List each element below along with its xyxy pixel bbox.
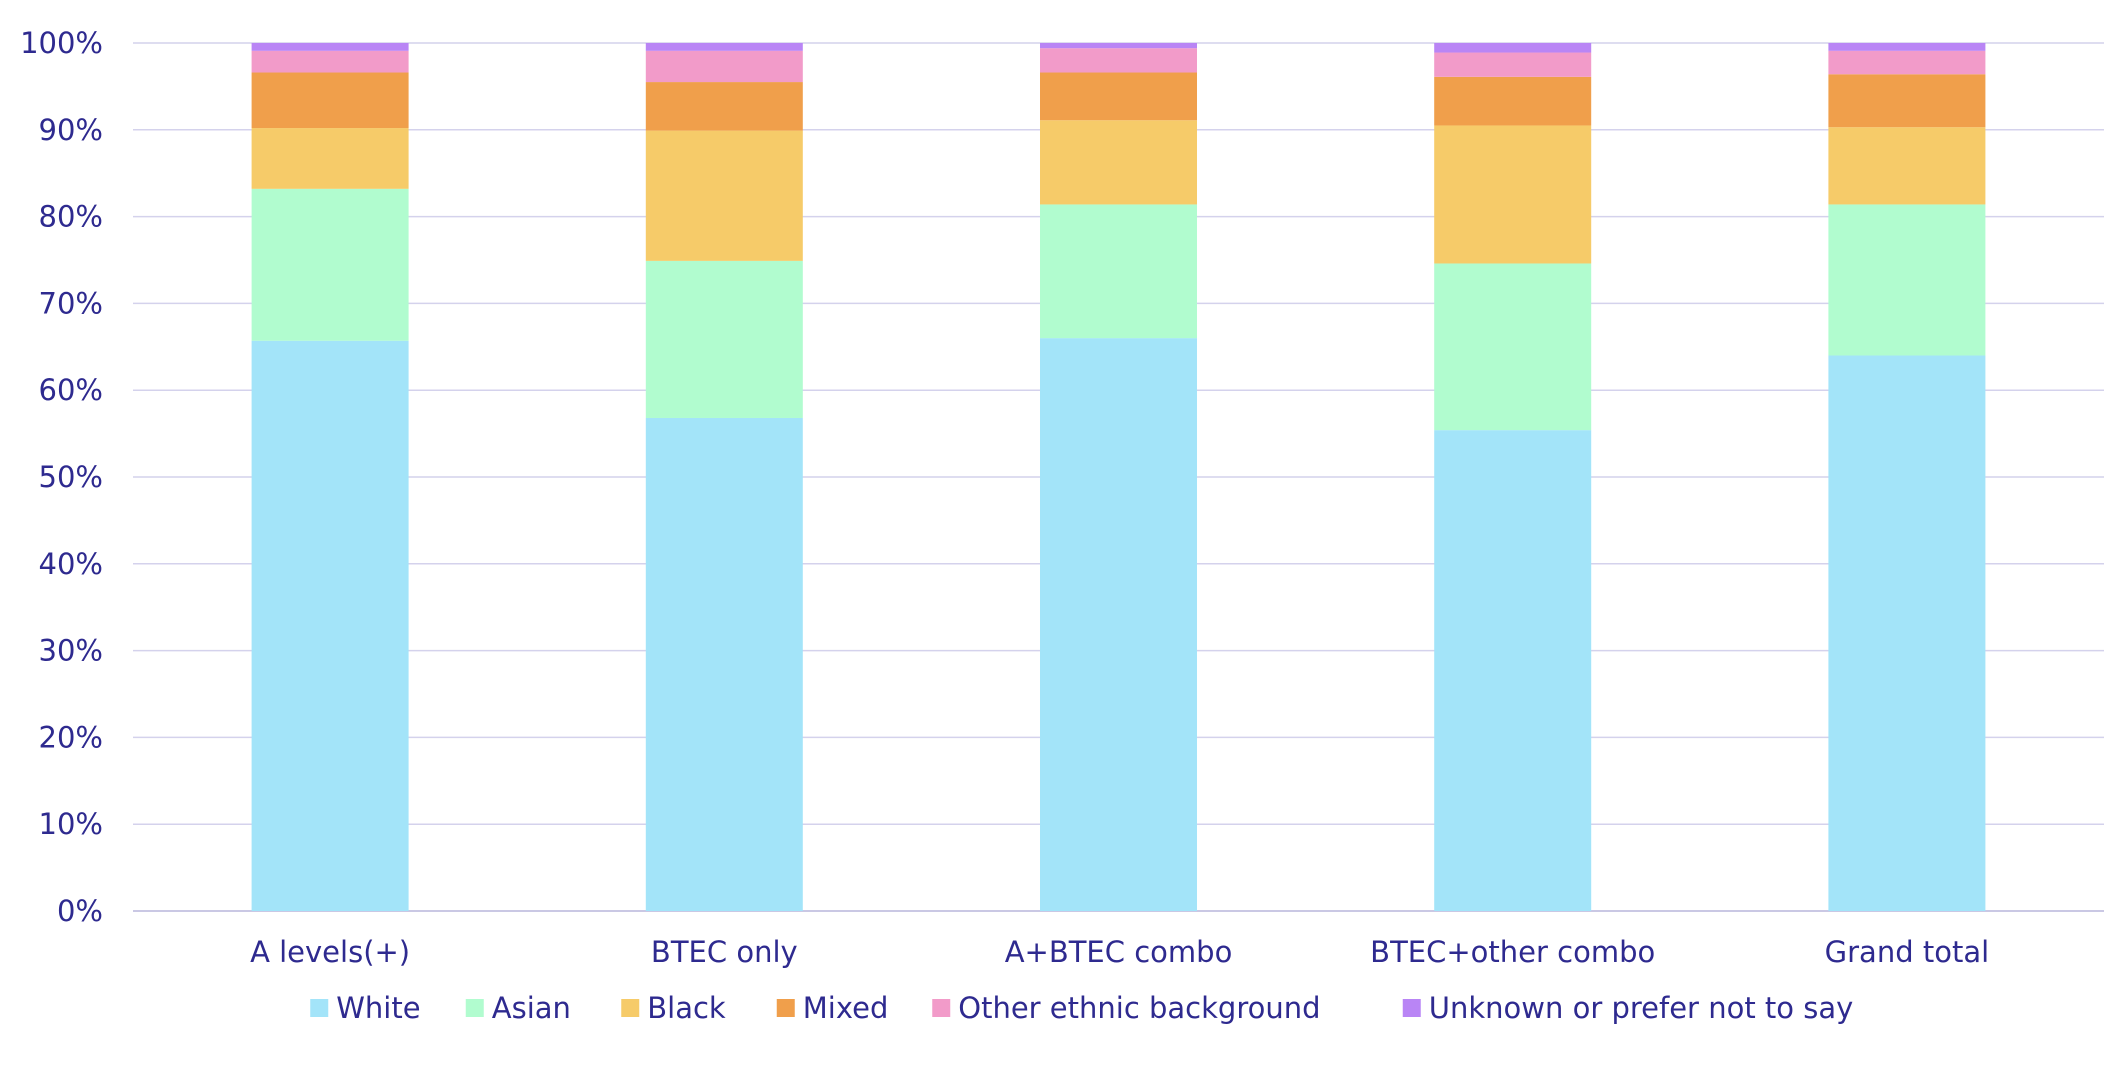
- x-tick-label: Grand total: [1825, 935, 1989, 969]
- bar-segment-asian: [251, 188, 409, 341]
- bar-segment-white: [1434, 430, 1592, 911]
- bar-segment-unknown-or-prefer-not-to-say: [1434, 43, 1592, 53]
- y-tick-label: 90%: [39, 113, 103, 147]
- bar-segment-black: [1828, 127, 1986, 205]
- bar-segment-mixed: [1828, 74, 1986, 128]
- bar-segment-asian: [1040, 204, 1197, 339]
- legend-swatch: [465, 999, 484, 1017]
- bar-segment-other-ethnic-background: [251, 50, 409, 73]
- x-tick-label: A+BTEC combo: [1005, 935, 1233, 969]
- legend-swatch: [1402, 999, 1421, 1017]
- bar-segment-other-ethnic-background: [645, 50, 803, 83]
- legend-label: Other ethnic background: [958, 991, 1320, 1025]
- x-tick-label: BTEC+other combo: [1370, 935, 1655, 969]
- bar-segment-asian: [1434, 263, 1592, 431]
- bar-segment-black: [251, 128, 409, 189]
- y-tick-label: 40%: [39, 547, 103, 581]
- bar-segment-other-ethnic-background: [1828, 50, 1986, 75]
- legend: White Asian Black Mixed Other ethnic backgro…: [310, 991, 1853, 1025]
- bar-segment-mixed: [1040, 72, 1197, 121]
- y-tick-label: 60%: [39, 373, 103, 407]
- y-tick-label: 30%: [39, 634, 103, 668]
- bar-segment-white: [645, 417, 803, 911]
- legend-label: Unknown or prefer not to say: [1429, 991, 1854, 1025]
- bar-segment-mixed: [1434, 76, 1592, 126]
- bar-segment-mixed: [645, 82, 803, 131]
- legend-swatch: [776, 999, 795, 1017]
- bar-segment-unknown-or-prefer-not-to-say: [645, 43, 803, 51]
- bar-segment-mixed: [251, 72, 409, 129]
- legend-swatch: [310, 999, 329, 1017]
- y-tick-label: 20%: [39, 720, 103, 754]
- legend-swatch: [932, 999, 951, 1017]
- bar-segment-black: [1434, 125, 1592, 264]
- bar-segment-asian: [645, 260, 803, 418]
- legend-swatch: [621, 999, 640, 1017]
- bar-segment-unknown-or-prefer-not-to-say: [251, 43, 409, 51]
- x-tick-label: BTEC only: [651, 935, 798, 969]
- legend-label: Black: [647, 991, 726, 1025]
- y-tick-label: 10%: [39, 807, 103, 841]
- y-tick-label: 50%: [39, 460, 103, 494]
- legend-label: White: [336, 991, 420, 1025]
- bar-segment-white: [1828, 355, 1986, 912]
- bar-segment-black: [1040, 120, 1197, 205]
- x-axis-ticks: A levels(+) BTEC only A+BTEC combo BTEC+oth…: [250, 935, 1989, 969]
- bar-segment-asian: [1828, 204, 1986, 356]
- bar-segment-unknown-or-prefer-not-to-say: [1040, 43, 1197, 49]
- legend-label: Asian: [492, 991, 571, 1025]
- bar-segment-other-ethnic-background: [1434, 52, 1592, 77]
- y-tick-label: 80%: [39, 200, 103, 234]
- y-tick-label: 0%: [57, 894, 103, 928]
- y-tick-label: 100%: [20, 26, 103, 60]
- x-tick-label: A levels(+): [250, 935, 410, 969]
- bar-segment-other-ethnic-background: [1040, 48, 1197, 73]
- bar-segment-white: [251, 340, 409, 911]
- y-axis-ticks: 0% 10% 20% 30% 40% 50% 60% 70% 80% 90% 100%: [20, 26, 103, 928]
- bar-segment-black: [645, 130, 803, 261]
- y-tick-label: 70%: [39, 286, 103, 320]
- bars: [251, 43, 1986, 912]
- bar-segment-unknown-or-prefer-not-to-say: [1828, 43, 1986, 51]
- legend-label: Mixed: [803, 991, 889, 1025]
- bar-segment-white: [1040, 338, 1197, 911]
